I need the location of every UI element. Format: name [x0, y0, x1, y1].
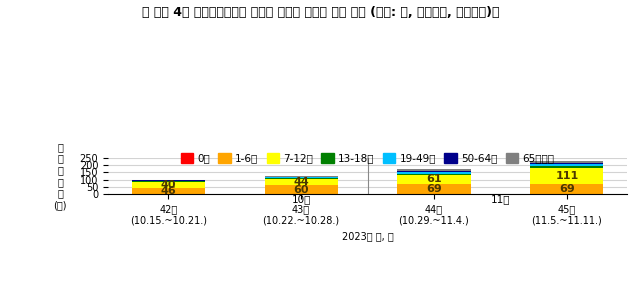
Text: 11월: 11월	[490, 194, 510, 204]
Bar	[265, 176, 338, 177]
Bar	[530, 164, 603, 166]
Bar	[132, 180, 205, 181]
Bar	[530, 163, 603, 164]
Text: 111: 111	[555, 171, 578, 181]
Text: 69: 69	[559, 184, 575, 194]
Text: 60: 60	[293, 185, 309, 195]
Bar	[530, 166, 603, 168]
Text: 10월: 10월	[291, 194, 311, 204]
Bar	[530, 161, 603, 163]
Y-axis label: 발
병
환
자
수
(명): 발 병 환 자 수 (명)	[53, 142, 67, 210]
Bar	[397, 174, 471, 175]
Text: 44: 44	[293, 177, 309, 187]
Bar	[397, 172, 471, 174]
Bar	[530, 168, 603, 184]
Bar	[397, 175, 471, 184]
Text: 46: 46	[160, 186, 176, 196]
Text: 【 최근 4주 마이코플라스마 폐렴균 감염증 연령별 발생 현황 (단위: 명, 표본감시, 잠정통계)】: 【 최근 4주 마이코플라스마 폐렴균 감염증 연령별 발생 현황 (단위: 명…	[143, 6, 499, 19]
Bar	[397, 169, 471, 171]
Bar	[265, 179, 338, 185]
Bar	[397, 184, 471, 194]
X-axis label: 2023년 월, 수: 2023년 월, 수	[342, 231, 394, 241]
Bar	[132, 187, 205, 194]
Bar	[265, 177, 338, 178]
Bar	[530, 184, 603, 194]
Text: 69: 69	[426, 184, 442, 194]
Bar	[132, 181, 205, 182]
Bar	[265, 178, 338, 179]
Legend: 0세, 1-6세, 7-12세, 13-18세, 19-49세, 50-64세, 65세이상: 0세, 1-6세, 7-12세, 13-18세, 19-49세, 50-64세,…	[177, 149, 559, 168]
Bar	[265, 185, 338, 194]
Text: 61: 61	[426, 174, 442, 184]
Text: 40: 40	[160, 180, 176, 190]
Bar	[397, 171, 471, 172]
Bar	[132, 182, 205, 187]
